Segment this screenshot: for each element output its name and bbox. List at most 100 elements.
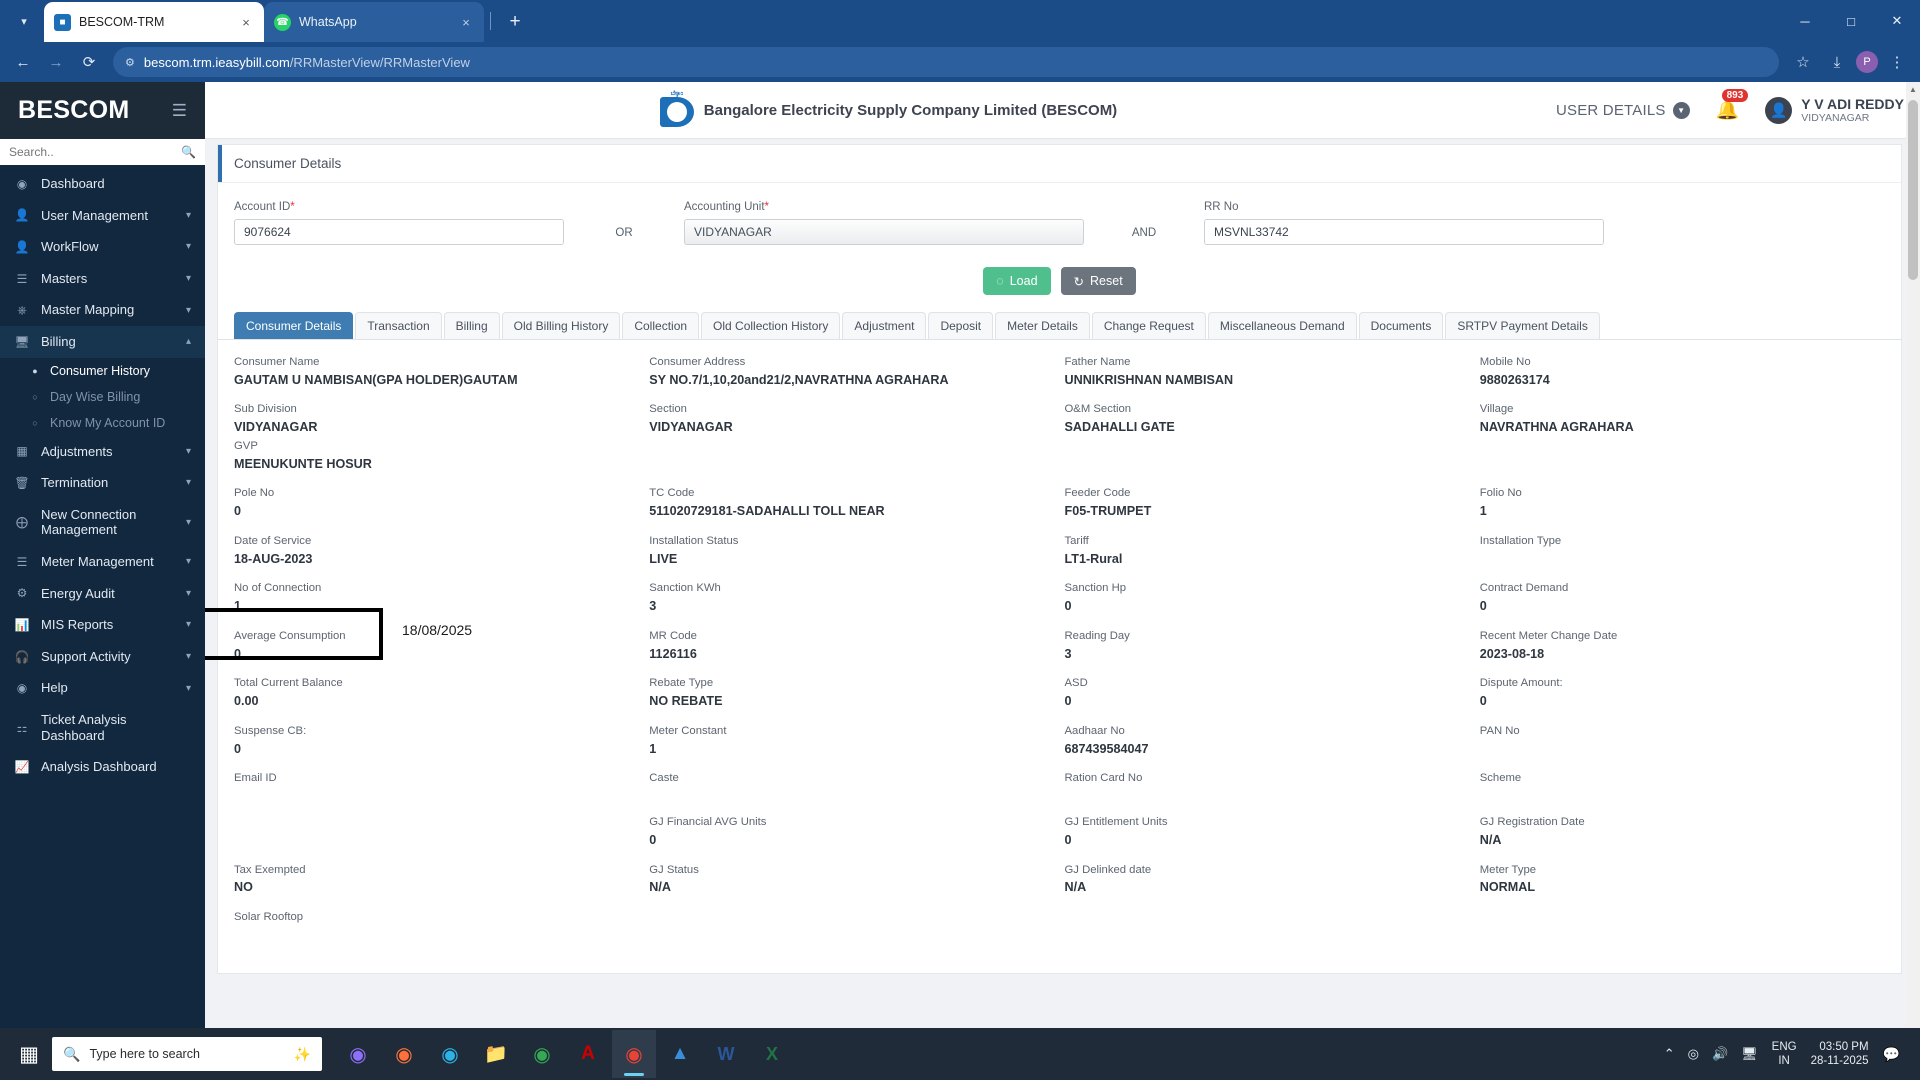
field-email-id: Email ID xyxy=(234,770,639,814)
hamburger-icon[interactable]: ☰ xyxy=(171,100,187,120)
search-input[interactable] xyxy=(9,145,182,159)
bookmark-star-icon[interactable]: ☆ xyxy=(1796,54,1810,71)
tab-change-request[interactable]: Change Request xyxy=(1091,312,1206,339)
back-icon[interactable]: ← xyxy=(15,53,31,71)
field-value: 0 xyxy=(1064,833,1072,848)
sparkle-icon[interactable]: ✨ xyxy=(293,1045,311,1062)
sidebar-item-masters[interactable]: ☰ Masters ▾ xyxy=(0,263,205,295)
field-value: NO REBATE xyxy=(649,694,723,709)
tab-deposit[interactable]: Deposit xyxy=(928,312,994,339)
copilot-icon[interactable]: ◉ xyxy=(349,1043,367,1066)
windows-taskbar: ▦ 🔍 Type here to search ✨ ◉ ◉ ◉ 📁 ◉ A ◉ … xyxy=(0,1028,1920,1080)
sidebar-item-master-mapping[interactable]: ⎈ Master Mapping ▾ xyxy=(0,294,205,326)
scrollbar-thumb[interactable] xyxy=(1908,100,1918,280)
tab-srtpv-payment-details[interactable]: SRTPV Payment Details xyxy=(1445,312,1600,339)
sidebar-item-workflow[interactable]: 👤 WorkFlow ▾ xyxy=(0,231,205,263)
sidebar-item-new-connection-management[interactable]: ⨁ New Connection Management ▾ xyxy=(0,499,205,546)
user-details-menu[interactable]: USER DETAILS ▼ xyxy=(1556,101,1690,119)
close-icon[interactable]: × xyxy=(462,14,470,30)
sidebar-item-help[interactable]: ◉ Help ▾ xyxy=(0,672,205,704)
maximize-button[interactable]: □ xyxy=(1847,13,1855,29)
camera-icon[interactable]: ◎ xyxy=(1687,1046,1699,1061)
tab-old-collection-history[interactable]: Old Collection History xyxy=(701,312,841,339)
browser-menu-icon[interactable]: ⋮ xyxy=(1889,54,1905,71)
browser-tab-bescom[interactable]: ■ BESCOM-TRM × xyxy=(44,2,264,42)
accounting-unit-input[interactable]: VIDYANAGAR xyxy=(684,219,1084,245)
tab-search-dropdown-button[interactable]: ▾ xyxy=(21,15,27,28)
notifications-button[interactable]: 🔔 893 xyxy=(1715,89,1749,122)
tab-transaction[interactable]: Transaction xyxy=(355,312,442,339)
volume-icon[interactable]: 🔊 xyxy=(1711,1046,1729,1061)
field-label: Folio No xyxy=(1479,487,1522,500)
tab-documents[interactable]: Documents xyxy=(1358,312,1444,339)
photos-icon[interactable]: ▲ xyxy=(670,1043,690,1064)
download-icon[interactable]: ⤓ xyxy=(1833,53,1841,71)
firefox-icon[interactable]: ◉ xyxy=(395,1043,413,1066)
reload-icon[interactable]: ⟳ xyxy=(82,54,96,71)
profile-avatar[interactable]: P xyxy=(1856,51,1878,73)
network-icon[interactable]: 🖥 xyxy=(1741,1046,1758,1061)
file-explorer-icon[interactable]: 📁 xyxy=(484,1044,508,1065)
chevron-down-icon[interactable]: ▼ xyxy=(1672,101,1690,119)
sidebar-search[interactable]: 🔍 xyxy=(0,139,205,165)
search-icon[interactable]: 🔍 xyxy=(181,145,196,159)
page-scrollbar[interactable]: ▲ ▼ xyxy=(1906,82,1920,1080)
account-id-input[interactable] xyxy=(234,219,564,245)
tab-consumer-details[interactable]: Consumer Details xyxy=(234,312,354,339)
sidebar-subitem-know-my-account-id[interactable]: ○ Know My Account ID xyxy=(0,410,205,436)
sidebar-item-termination[interactable]: 🗑 Termination ▾ xyxy=(0,467,205,499)
sidebar-item-billing[interactable]: 🖥 Billing ▴ xyxy=(0,325,205,358)
sidebar-item-mis-reports[interactable]: 📊 MIS Reports ▾ xyxy=(0,609,205,641)
bescom-favicon: ■ xyxy=(54,13,71,31)
sidebar-item-analysis-dashboard[interactable]: 📈 Analysis Dashboard xyxy=(0,751,205,783)
sidebar-item-dashboard[interactable]: ◉ Dashboard xyxy=(0,168,205,200)
sidebar-subitem-consumer-history[interactable]: ● Consumer History xyxy=(0,358,205,384)
browser-tab-whatsapp[interactable]: ☎ WhatsApp × xyxy=(264,2,484,42)
word-icon[interactable]: W xyxy=(717,1043,735,1064)
sidebar-item-energy-audit[interactable]: ⚙ Energy Audit ▾ xyxy=(0,578,205,610)
close-icon[interactable]: × xyxy=(242,14,250,30)
load-button[interactable]: ◌ Load xyxy=(983,267,1051,295)
minimize-button[interactable]: ─ xyxy=(1800,13,1810,29)
field-gj-financial-avg-units: GJ Financial AVG Units 0 xyxy=(649,814,1054,861)
tab-collection[interactable]: Collection xyxy=(622,312,700,339)
tab-meter-details[interactable]: Meter Details xyxy=(995,312,1090,339)
tab-billing[interactable]: Billing xyxy=(443,312,500,339)
chrome-profile-icon[interactable]: ◉ xyxy=(612,1030,656,1078)
excel-icon[interactable]: X xyxy=(765,1043,778,1064)
field-label: Feeder Code xyxy=(1064,487,1131,500)
address-bar[interactable]: ⚙ bescom.trm.ieasybill.com/RRMasterView/… xyxy=(113,47,1779,77)
site-info-icon[interactable]: ⚙ xyxy=(125,56,135,69)
field-label: Dispute Amount: xyxy=(1479,677,1563,690)
bell-icon[interactable]: 🔔 xyxy=(1715,100,1740,121)
notification-center-icon[interactable]: 💬 xyxy=(1882,1045,1900,1062)
sidebar-subitem-day-wise-billing[interactable]: ○ Day Wise Billing xyxy=(0,384,205,410)
scroll-up-arrow-icon[interactable]: ▲ xyxy=(1909,84,1917,94)
windows-start-icon[interactable]: ▦ xyxy=(19,1042,39,1066)
sidebar-item-meter-management[interactable]: ☰ Meter Management ▾ xyxy=(0,546,205,578)
adobe-reader-icon[interactable]: A xyxy=(581,1043,595,1064)
tab-adjustment[interactable]: Adjustment xyxy=(842,312,927,339)
reset-button[interactable]: ↻ Reset xyxy=(1060,267,1136,295)
language-indicator[interactable]: ENG IN xyxy=(1772,1040,1797,1069)
window-close-button[interactable]: ✕ xyxy=(1891,13,1903,28)
chrome-icon[interactable]: ◉ xyxy=(533,1043,551,1066)
field-label: Ration Card No xyxy=(1064,772,1143,785)
edge-icon[interactable]: ◉ xyxy=(441,1043,459,1066)
new-tab-button[interactable]: + xyxy=(509,11,521,32)
forward-icon[interactable]: → xyxy=(48,53,64,71)
field-value: 3 xyxy=(1064,646,1072,661)
clock[interactable]: 03:50 PM 28-11-2025 xyxy=(1811,1040,1869,1069)
sidebar-item-user-management[interactable]: 👤 User Management ▾ xyxy=(0,200,205,232)
tab-miscellaneous-demand[interactable]: Miscellaneous Demand xyxy=(1207,312,1357,339)
user-profile[interactable]: 👤 Y V ADI REDDY VIDYANAGAR xyxy=(1765,96,1904,125)
taskbar-search-box[interactable]: 🔍 Type here to search ✨ xyxy=(52,1037,322,1071)
tray-chevron-icon[interactable]: ⌃ xyxy=(1663,1046,1675,1061)
account-id-label: Account ID* xyxy=(234,201,295,213)
rr-no-input[interactable] xyxy=(1204,219,1604,245)
sidebar-item-support-activity[interactable]: 🎧 Support Activity ▾ xyxy=(0,641,205,673)
field-value: GAUTAM U NAMBISAN(GPA HOLDER)GAUTAM xyxy=(234,372,518,387)
tab-old-billing-history[interactable]: Old Billing History xyxy=(501,312,621,339)
sidebar-item-ticket-analysis-dashboard[interactable]: ⚏ Ticket Analysis Dashboard xyxy=(0,704,205,751)
sidebar-item-adjustments[interactable]: ▦ Adjustments ▾ xyxy=(0,436,205,468)
